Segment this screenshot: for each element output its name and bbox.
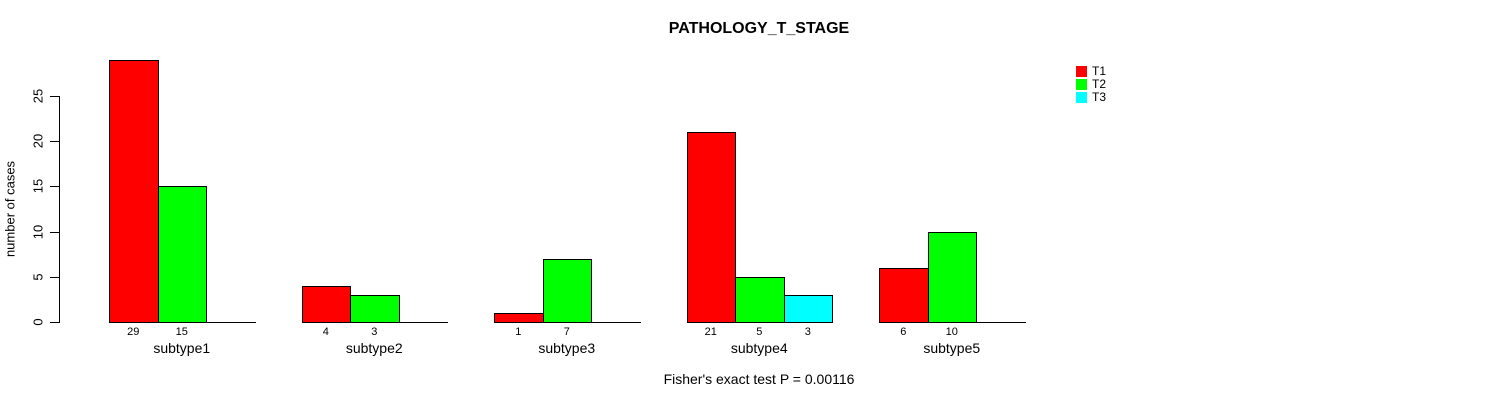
category-label-subtype4: subtype4: [730, 340, 788, 356]
bar-t2-subtype5: [927, 231, 977, 323]
bar-t1-subtype2: [301, 285, 351, 323]
fisher-test-annotation: Fisher's exact test P = 0.00116: [663, 371, 855, 387]
y-tick: [50, 276, 59, 278]
bar-value-label: 1: [515, 326, 522, 338]
category-label-subtype3: subtype3: [538, 340, 596, 356]
category-label-subtype1: subtype1: [153, 340, 211, 356]
bar-t2-subtype2: [350, 294, 400, 323]
legend: T1 T2 T3: [1076, 64, 1107, 105]
bar-value-label: 21: [704, 326, 717, 338]
legend-label: T2: [1092, 77, 1107, 91]
legend-item-t2: T2: [1076, 77, 1107, 91]
bar-t2-subtype1: [157, 186, 207, 323]
bar-t2-subtype3: [542, 258, 592, 323]
bar-value-label: 3: [804, 326, 811, 338]
bar-value-label: 5: [756, 326, 763, 338]
bar-t1-subtype4: [686, 131, 736, 323]
y-tick-label: 5: [30, 273, 46, 281]
legend-label: T1: [1092, 64, 1107, 78]
y-tick: [50, 95, 59, 97]
bar-value-label: 6: [900, 326, 907, 338]
legend-item-t3: T3: [1076, 90, 1107, 104]
category-label-subtype2: subtype2: [345, 340, 403, 356]
bar-value-label: 4: [322, 326, 329, 338]
y-tick: [50, 186, 59, 188]
y-axis-label: number of cases: [2, 160, 18, 258]
y-tick: [50, 141, 59, 142]
y-tick: [50, 231, 59, 233]
y-tick-label: 20: [30, 133, 46, 149]
y-tick: [50, 322, 59, 323]
legend-swatch-t2: [1076, 79, 1087, 90]
legend-swatch-t3: [1076, 92, 1087, 103]
legend-swatch-t1: [1076, 66, 1087, 77]
chart-title: PATHOLOGY_T_STAGE: [668, 20, 850, 37]
y-tick-label: 10: [30, 224, 46, 239]
bar-value-label: 3: [371, 326, 378, 338]
bar-value-label: 10: [945, 326, 958, 338]
y-axis-line: [59, 95, 60, 323]
y-tick-label: 25: [30, 88, 46, 103]
bar-value-label: 29: [127, 326, 140, 338]
bar-value-label: 7: [563, 326, 570, 338]
y-tick-label: 15: [30, 179, 46, 194]
bar-t1-subtype5: [879, 267, 929, 323]
bar-t2-subtype4: [735, 276, 785, 323]
bar-t1-subtype3: [494, 312, 544, 323]
legend-item-t1: T1: [1076, 64, 1107, 78]
bar-t3-subtype4: [783, 294, 833, 323]
y-tick-label: 0: [30, 318, 46, 326]
bar-t1-subtype1: [109, 59, 159, 323]
category-label-subtype5: subtype5: [923, 340, 981, 356]
legend-label: T3: [1092, 90, 1107, 104]
bar-value-label: 15: [175, 326, 188, 338]
